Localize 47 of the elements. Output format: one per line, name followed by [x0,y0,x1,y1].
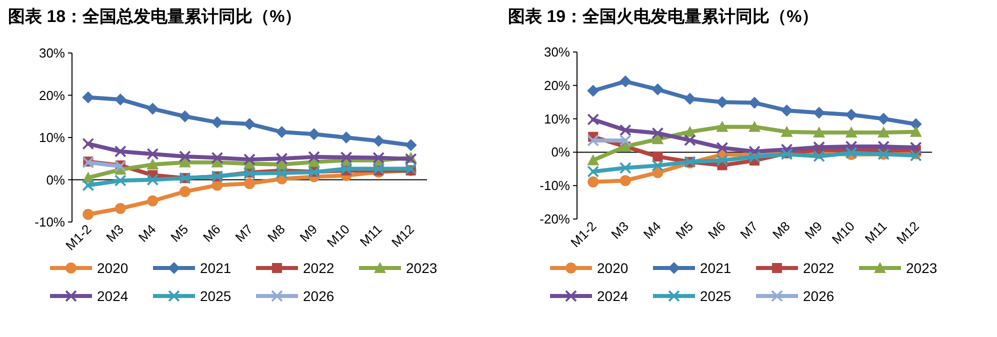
legend-label: 2022 [303,260,334,276]
y-tick-label: -10% [540,178,570,194]
x-tick-label: M5 [672,218,696,242]
x-tick-label: M12 [893,218,922,248]
legend-label: 2023 [906,260,938,276]
chart-title: 图表 18：全国总发电量累计同比（%） [8,7,302,26]
x-tick-label: M6 [200,222,224,245]
x-tick-label: M10 [324,222,352,250]
x-tick-label: M9 [296,222,320,245]
chart-title: 图表 19：全国火电发电量累计同比（%） [508,7,819,26]
y-tick-label: 10% [38,130,66,145]
x-tick-label: M6 [704,218,728,242]
legend-label: 2025 [700,288,732,304]
x-tick-label: M3 [103,222,127,245]
x-tick-label: M7 [737,218,761,242]
y-tick-label: 10% [544,111,570,126]
y-tick-label: 20% [38,88,66,103]
x-tick-label: M8 [770,218,793,242]
x-tick-label: M3 [608,218,632,242]
x-tick-label: M9 [802,218,826,242]
y-tick-label: 30% [544,44,570,60]
legend-label: 2025 [200,288,232,304]
legend-label: 2020 [597,260,628,276]
x-tick-label: M12 [388,222,417,250]
y-tick-label: 0% [46,172,66,188]
legend-label: 2026 [803,288,834,304]
legend-label: 2024 [597,288,628,304]
x-tick-label: M4 [640,218,664,242]
x-tick-label: M4 [135,222,159,245]
x-tick-label: M10 [828,218,858,248]
x-tick-label: M7 [232,222,256,245]
legend-label: 2022 [803,260,834,276]
legend-label: 2023 [406,260,438,276]
legend-label: 2026 [303,288,334,304]
x-tick-label: M11 [356,222,385,250]
x-tick-label: M8 [264,222,288,245]
y-tick-label: -20% [540,212,570,226]
y-tick-label: 20% [544,78,570,93]
legend-label: 2020 [97,260,128,276]
legend-label: 2024 [97,288,128,304]
x-tick-label: M5 [168,222,192,245]
legend-label: 2021 [200,260,232,276]
y-tick-label: 0% [551,144,570,160]
legend-label: 2021 [700,260,732,276]
x-tick-label: M11 [862,218,890,246]
y-tick-label: -10% [34,214,66,230]
y-tick-label: 30% [38,46,66,60]
